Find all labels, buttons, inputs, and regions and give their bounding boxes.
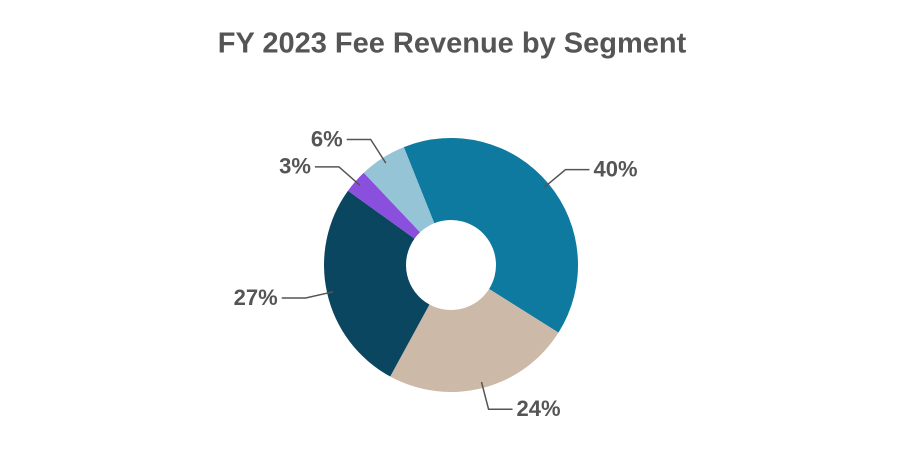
leader-line [346, 138, 387, 164]
donut-slice [403, 138, 579, 333]
leader-line [314, 166, 361, 186]
leader-line [480, 381, 513, 410]
chart-title: FY 2023 Fee Revenue by Segment [218, 28, 687, 60]
leader-line [281, 291, 334, 299]
data-label: 24% [517, 396, 561, 421]
donut-slice [324, 190, 430, 377]
data-label: 3% [279, 154, 311, 179]
leader-line [543, 168, 590, 189]
data-label: 27% [234, 285, 278, 310]
donut-slice [390, 288, 559, 392]
donut-slice [363, 147, 435, 233]
data-label: 40% [593, 156, 637, 181]
data-label: 6% [311, 126, 343, 151]
donut-slice [347, 172, 421, 239]
